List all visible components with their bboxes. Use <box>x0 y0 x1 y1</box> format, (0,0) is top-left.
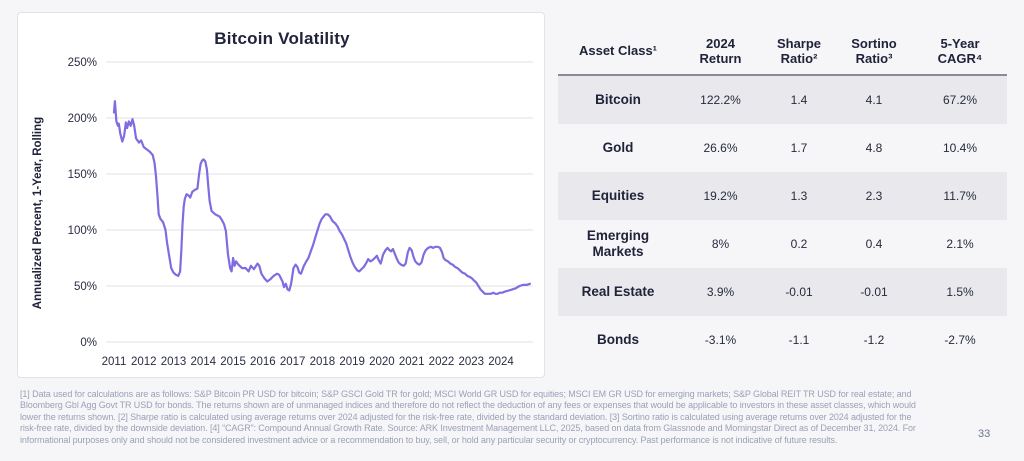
y-tick-label: 250% <box>68 57 97 69</box>
asset-label: Bitcoin <box>595 92 641 108</box>
asset-performance-table: Asset Class¹ 2024 Return Sharpe Ratio² S… <box>558 28 1007 364</box>
chart-title: Bitcoin Volatility <box>214 29 350 48</box>
cell-2024-return: 19.2% <box>703 189 738 203</box>
cell-2024-return: 8% <box>711 237 730 251</box>
asset-label: Bonds <box>597 332 639 348</box>
x-tick-label: 2017 <box>280 356 306 368</box>
cell-sortino: 4.8 <box>865 141 883 155</box>
x-tick-label: 2024 <box>488 356 514 368</box>
x-tick-label: 2013 <box>161 356 187 368</box>
col-header-sharpe-ratio: Sharpe Ratio² <box>776 35 822 66</box>
cell-sharpe: 0.2 <box>790 237 808 251</box>
cell-cagr: -2.7% <box>944 333 976 347</box>
volatility-line-series <box>112 100 531 295</box>
footnote-line: informational purposes only and should n… <box>20 434 838 445</box>
cell-sortino: -1.2 <box>863 333 885 347</box>
y-tick-label: 100% <box>68 225 97 237</box>
table-header-divider <box>558 74 1007 76</box>
asset-label: Gold <box>602 140 634 156</box>
x-tick-label: 2015 <box>220 356 246 368</box>
y-tick-label: 200% <box>68 113 97 125</box>
x-tick-label: 2022 <box>429 356 455 368</box>
col-header-5-year-cagr: 5-Year CAGR⁴ <box>937 35 983 66</box>
cell-sortino: -0.01 <box>860 285 888 299</box>
x-tick-label: 2018 <box>310 356 336 368</box>
cell-sharpe: 1.4 <box>790 93 808 107</box>
x-tick-label: 2011 <box>102 356 127 368</box>
footnote-line: [1] Data used for calculations are as fo… <box>20 389 912 399</box>
disclosure-footnote: [1] Data used for calculations are as fo… <box>20 389 1020 446</box>
x-tick-label: 2019 <box>339 356 365 368</box>
cell-cagr: 1.5% <box>946 285 974 299</box>
cell-sharpe: -1.1 <box>788 333 810 347</box>
cell-2024-return: 122.2% <box>700 93 741 107</box>
table-row-bitcoin: Bitcoin 122.2% 1.4 4.1 67.2% <box>558 76 1007 124</box>
cell-sortino: 4.1 <box>865 93 883 107</box>
table-row-emerging-markets: Emerging Markets 8% 0.2 0.4 2.1% <box>558 220 1007 268</box>
cell-2024-return: 3.9% <box>706 285 735 299</box>
col-header-sortino-ratio: Sortino Ratio³ <box>851 35 897 66</box>
cell-cagr: 11.7% <box>943 189 977 203</box>
cell-2024-return: -3.1% <box>704 333 737 347</box>
table-row-equities: Equities 19.2% 1.3 2.3 11.7% <box>558 172 1007 220</box>
table-row-gold: Gold 26.6% 1.7 4.8 10.4% <box>558 124 1007 172</box>
table-row-real-estate: Real Estate 3.9% -0.01 -0.01 1.5% <box>558 268 1007 316</box>
cell-cagr: 10.4% <box>942 141 978 155</box>
x-tick-label: 2023 <box>458 356 484 368</box>
x-tick-label: 2016 <box>250 356 276 368</box>
asset-label: Real Estate <box>581 284 655 300</box>
x-tick-label: 2020 <box>369 356 395 368</box>
y-tick-label: 50% <box>74 281 97 293</box>
page-number: 33 <box>978 428 991 440</box>
footnote-line: risk-free rate, divided by the downside … <box>20 423 916 434</box>
x-tick-label: 2012 <box>131 356 157 368</box>
cell-sortino: 2.3 <box>865 189 883 203</box>
cell-sharpe: 1.7 <box>790 141 808 155</box>
x-tick-label: 2014 <box>191 356 217 368</box>
cell-sortino: 0.4 <box>865 237 883 251</box>
col-header-2024-return: 2024 Return <box>699 35 742 66</box>
cell-cagr: 67.2% <box>942 93 978 107</box>
footnote-line: Bloomberg Gbl Agg Govt TR USD for bonds.… <box>20 400 916 411</box>
col-header-asset-class: Asset Class¹ <box>578 43 658 59</box>
cell-2024-return: 26.6% <box>703 141 738 155</box>
cell-sharpe: 1.3 <box>790 189 808 203</box>
bitcoin-volatility-line-chart: 250%200%150%100%50%0%2011 2012 2013 2014 201… <box>68 57 533 368</box>
cell-cagr: 2.1% <box>946 237 974 251</box>
table-header-row: Asset Class¹ 2024 Return Sharpe Ratio² S… <box>558 28 1007 74</box>
asset-label: Emerging Markets <box>586 228 650 259</box>
footnote-line: lower the returns shown. [2] Sharpe rati… <box>20 411 912 422</box>
x-tick-label: 2021 <box>399 356 425 368</box>
asset-label: Equities <box>591 188 645 204</box>
y-tick-label: 0% <box>80 337 97 349</box>
chart-y-axis-label: Annualized Percent, 1-Year, Rolling <box>32 116 44 310</box>
table-row-bonds: Bonds -3.1% -1.1 -1.2 -2.7% <box>558 316 1007 364</box>
volatility-chart-card: 250% 200% 150% 100% 50% 0% 2011 2012 2013 2014 201… <box>17 12 545 378</box>
y-tick-label: 150% <box>68 169 97 181</box>
cell-sharpe: -0.01 <box>785 285 813 299</box>
